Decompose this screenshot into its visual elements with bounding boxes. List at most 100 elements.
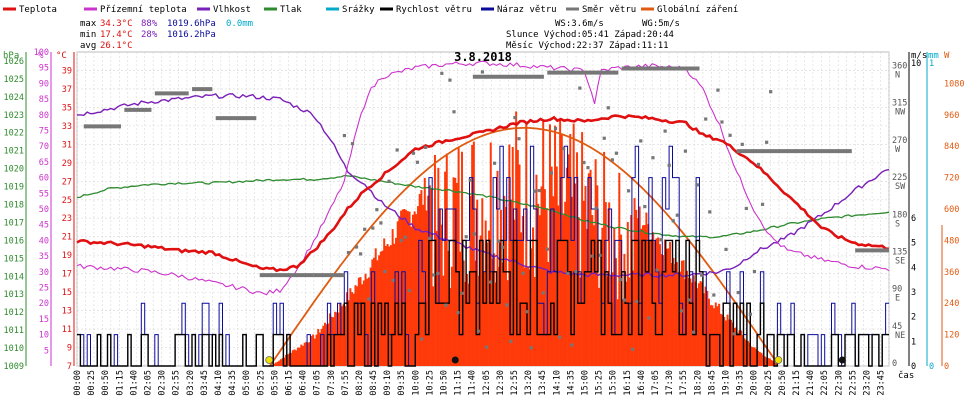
radiation-bar xyxy=(415,214,418,366)
tick-time: 17:30 xyxy=(665,370,675,396)
tick-temp: 11 xyxy=(62,325,72,335)
tick-w: 960 xyxy=(944,111,959,121)
radiation-bar xyxy=(543,189,546,366)
tick-hpa: 1017 xyxy=(4,218,24,228)
radiation-bar xyxy=(504,206,507,366)
wind-direction-point xyxy=(537,188,541,193)
wind-direction-point xyxy=(359,252,363,256)
radiation-bar xyxy=(545,208,548,366)
tick-dir-name: NW xyxy=(895,108,906,118)
radiation-bar xyxy=(538,215,541,366)
radiation-bar xyxy=(340,306,343,366)
tick-dir-deg: 315 xyxy=(892,99,907,109)
radiation-bar xyxy=(757,350,760,366)
tick-time: 00:50 xyxy=(101,370,111,396)
radiation-bar xyxy=(280,359,282,366)
tick-dir-name: NE xyxy=(895,331,905,341)
wind-direction-point xyxy=(488,280,493,284)
radiation-bar xyxy=(312,334,315,366)
radiation-bar xyxy=(395,237,398,366)
wind-direction-point xyxy=(574,270,578,274)
radiation-bar xyxy=(322,325,325,366)
wind-direction-point xyxy=(432,273,436,277)
wind-direction-point xyxy=(387,179,391,183)
wind-direction-point xyxy=(704,117,708,121)
tick-time: 02:05 xyxy=(144,370,154,396)
tick-dir-deg: 270 xyxy=(892,136,907,146)
radiation-bar xyxy=(618,172,621,366)
wind-direction-point xyxy=(342,133,346,138)
wind-direction-point xyxy=(456,311,460,315)
radiation-bar xyxy=(483,272,485,366)
wind-direction-point xyxy=(371,226,375,230)
tick-time: 08:20 xyxy=(355,370,365,396)
radiation-bar xyxy=(542,121,545,366)
legend-label-6: Rychlost větru xyxy=(396,5,472,15)
radiation-bar xyxy=(642,225,645,366)
tick-time: 05:50 xyxy=(270,370,280,396)
radiation-bar xyxy=(716,306,719,366)
sunrise-marker xyxy=(265,356,274,364)
tick-w: 720 xyxy=(944,174,959,184)
tick-dir-deg: 135 xyxy=(892,247,907,257)
radiation-bar xyxy=(706,290,709,366)
radiation-bar xyxy=(775,363,778,366)
radiation-bar xyxy=(442,275,445,366)
radiation-bar xyxy=(344,306,347,366)
radiation-bar xyxy=(594,159,597,366)
radiation-bar xyxy=(425,210,428,366)
radiation-bar xyxy=(413,211,416,366)
legend-label-8: Směr větru xyxy=(582,5,636,15)
radiation-bar xyxy=(300,344,303,366)
radiation-bar xyxy=(313,338,316,366)
radiation-bar xyxy=(403,209,406,366)
tick-hpa: 1023 xyxy=(4,111,24,121)
tick-temp: 23 xyxy=(62,214,72,224)
tick-time: 17:55 xyxy=(679,370,689,396)
radiation-bar xyxy=(467,283,470,366)
tick-w: 0 xyxy=(944,362,949,372)
radiation-bar xyxy=(669,242,672,366)
wind-direction-point xyxy=(752,269,757,274)
wind-direction-point xyxy=(671,219,675,223)
radiation-bar xyxy=(476,199,479,366)
wind-direction-point xyxy=(505,303,509,307)
tick-time: 06:40 xyxy=(299,370,309,396)
wind-direction-point xyxy=(553,126,558,131)
radiation-bar xyxy=(520,232,523,366)
radiation-bar xyxy=(726,314,729,366)
wind-speed-line xyxy=(77,239,889,367)
radiation-bar xyxy=(707,298,710,366)
tick-time: 08:45 xyxy=(369,370,379,396)
tick-pct: 90 xyxy=(39,79,49,89)
radiation-bar xyxy=(733,328,736,366)
legend-label-3: Vlhkost xyxy=(213,5,251,15)
wind-direction-point xyxy=(529,346,533,350)
radiation-bar xyxy=(449,287,452,366)
radiation-bar xyxy=(598,287,601,366)
radiation-bar xyxy=(696,288,699,366)
tick-time: 04:10 xyxy=(214,370,224,396)
tick-ms: 10 xyxy=(911,59,921,69)
radiation-bar xyxy=(307,342,310,366)
tick-time: 19:35 xyxy=(736,370,746,396)
wind-direction-point xyxy=(748,312,752,316)
tick-pct: 40 xyxy=(39,236,49,246)
radiation-bar xyxy=(335,312,338,366)
radiation-bar xyxy=(682,260,685,366)
radiation-bar xyxy=(428,185,431,366)
legend-label-1: Teplota xyxy=(19,5,57,15)
wind-direction-point xyxy=(659,238,663,242)
tick-time: 03:20 xyxy=(186,370,196,396)
radiation-bar xyxy=(450,266,453,366)
wind-direction-point xyxy=(419,337,424,341)
legend-label-4: Tlak xyxy=(280,5,302,15)
tick-hpa: 1018 xyxy=(4,201,24,211)
radiation-bar xyxy=(767,358,770,366)
radiation-bar xyxy=(709,305,712,366)
radiation-bar xyxy=(713,308,716,366)
wind-direction-point xyxy=(448,78,452,82)
wind-direction-point xyxy=(760,202,765,206)
radiation-bar xyxy=(472,141,475,366)
wind-direction-point xyxy=(582,160,586,165)
